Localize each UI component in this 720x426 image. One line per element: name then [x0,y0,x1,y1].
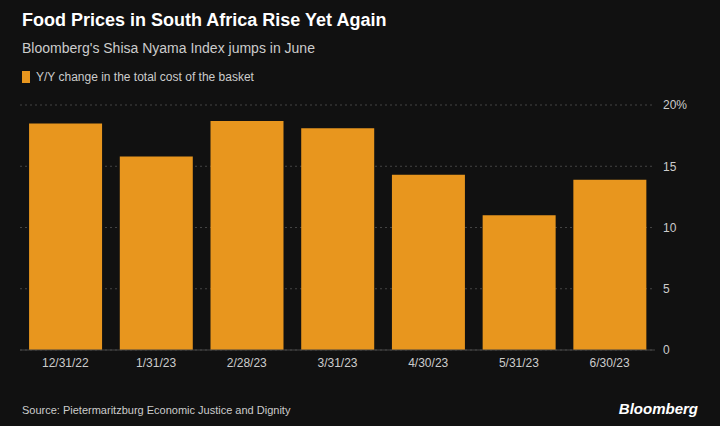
svg-text:10: 10 [663,221,677,235]
svg-text:2/28/23: 2/28/23 [227,356,267,370]
svg-text:20%: 20% [663,98,687,112]
svg-text:3/31/23: 3/31/23 [317,356,357,370]
html-text:Bloomberg's Shisa Nyama Index: Bloomberg's Shisa Nyama Index jumps in J… [22,40,315,56]
svg-text:12/31/22: 12/31/22 [42,356,89,370]
svg-text:0: 0 [663,343,670,357]
html-text:Y/Y change in the total cost o: Y/Y change in the total cost of the bask… [36,70,254,84]
svg-text:5/31/23: 5/31/23 [499,356,539,370]
svg-text:1/31/23: 1/31/23 [136,356,176,370]
html-text:Bloomberg: Bloomberg [618,400,698,417]
svg-text:15: 15 [663,160,677,174]
html-text:Source: Pietermaritzburg Econo: Source: Pietermaritzburg Economic Justic… [22,404,291,416]
html-text:Food Prices in South Africa Ri: Food Prices in South Africa Rise Yet Aga… [22,10,387,30]
svg-text:4/30/23: 4/30/23 [408,356,448,370]
svg-text:5: 5 [663,282,670,296]
svg-text:6/30/23: 6/30/23 [590,356,630,370]
